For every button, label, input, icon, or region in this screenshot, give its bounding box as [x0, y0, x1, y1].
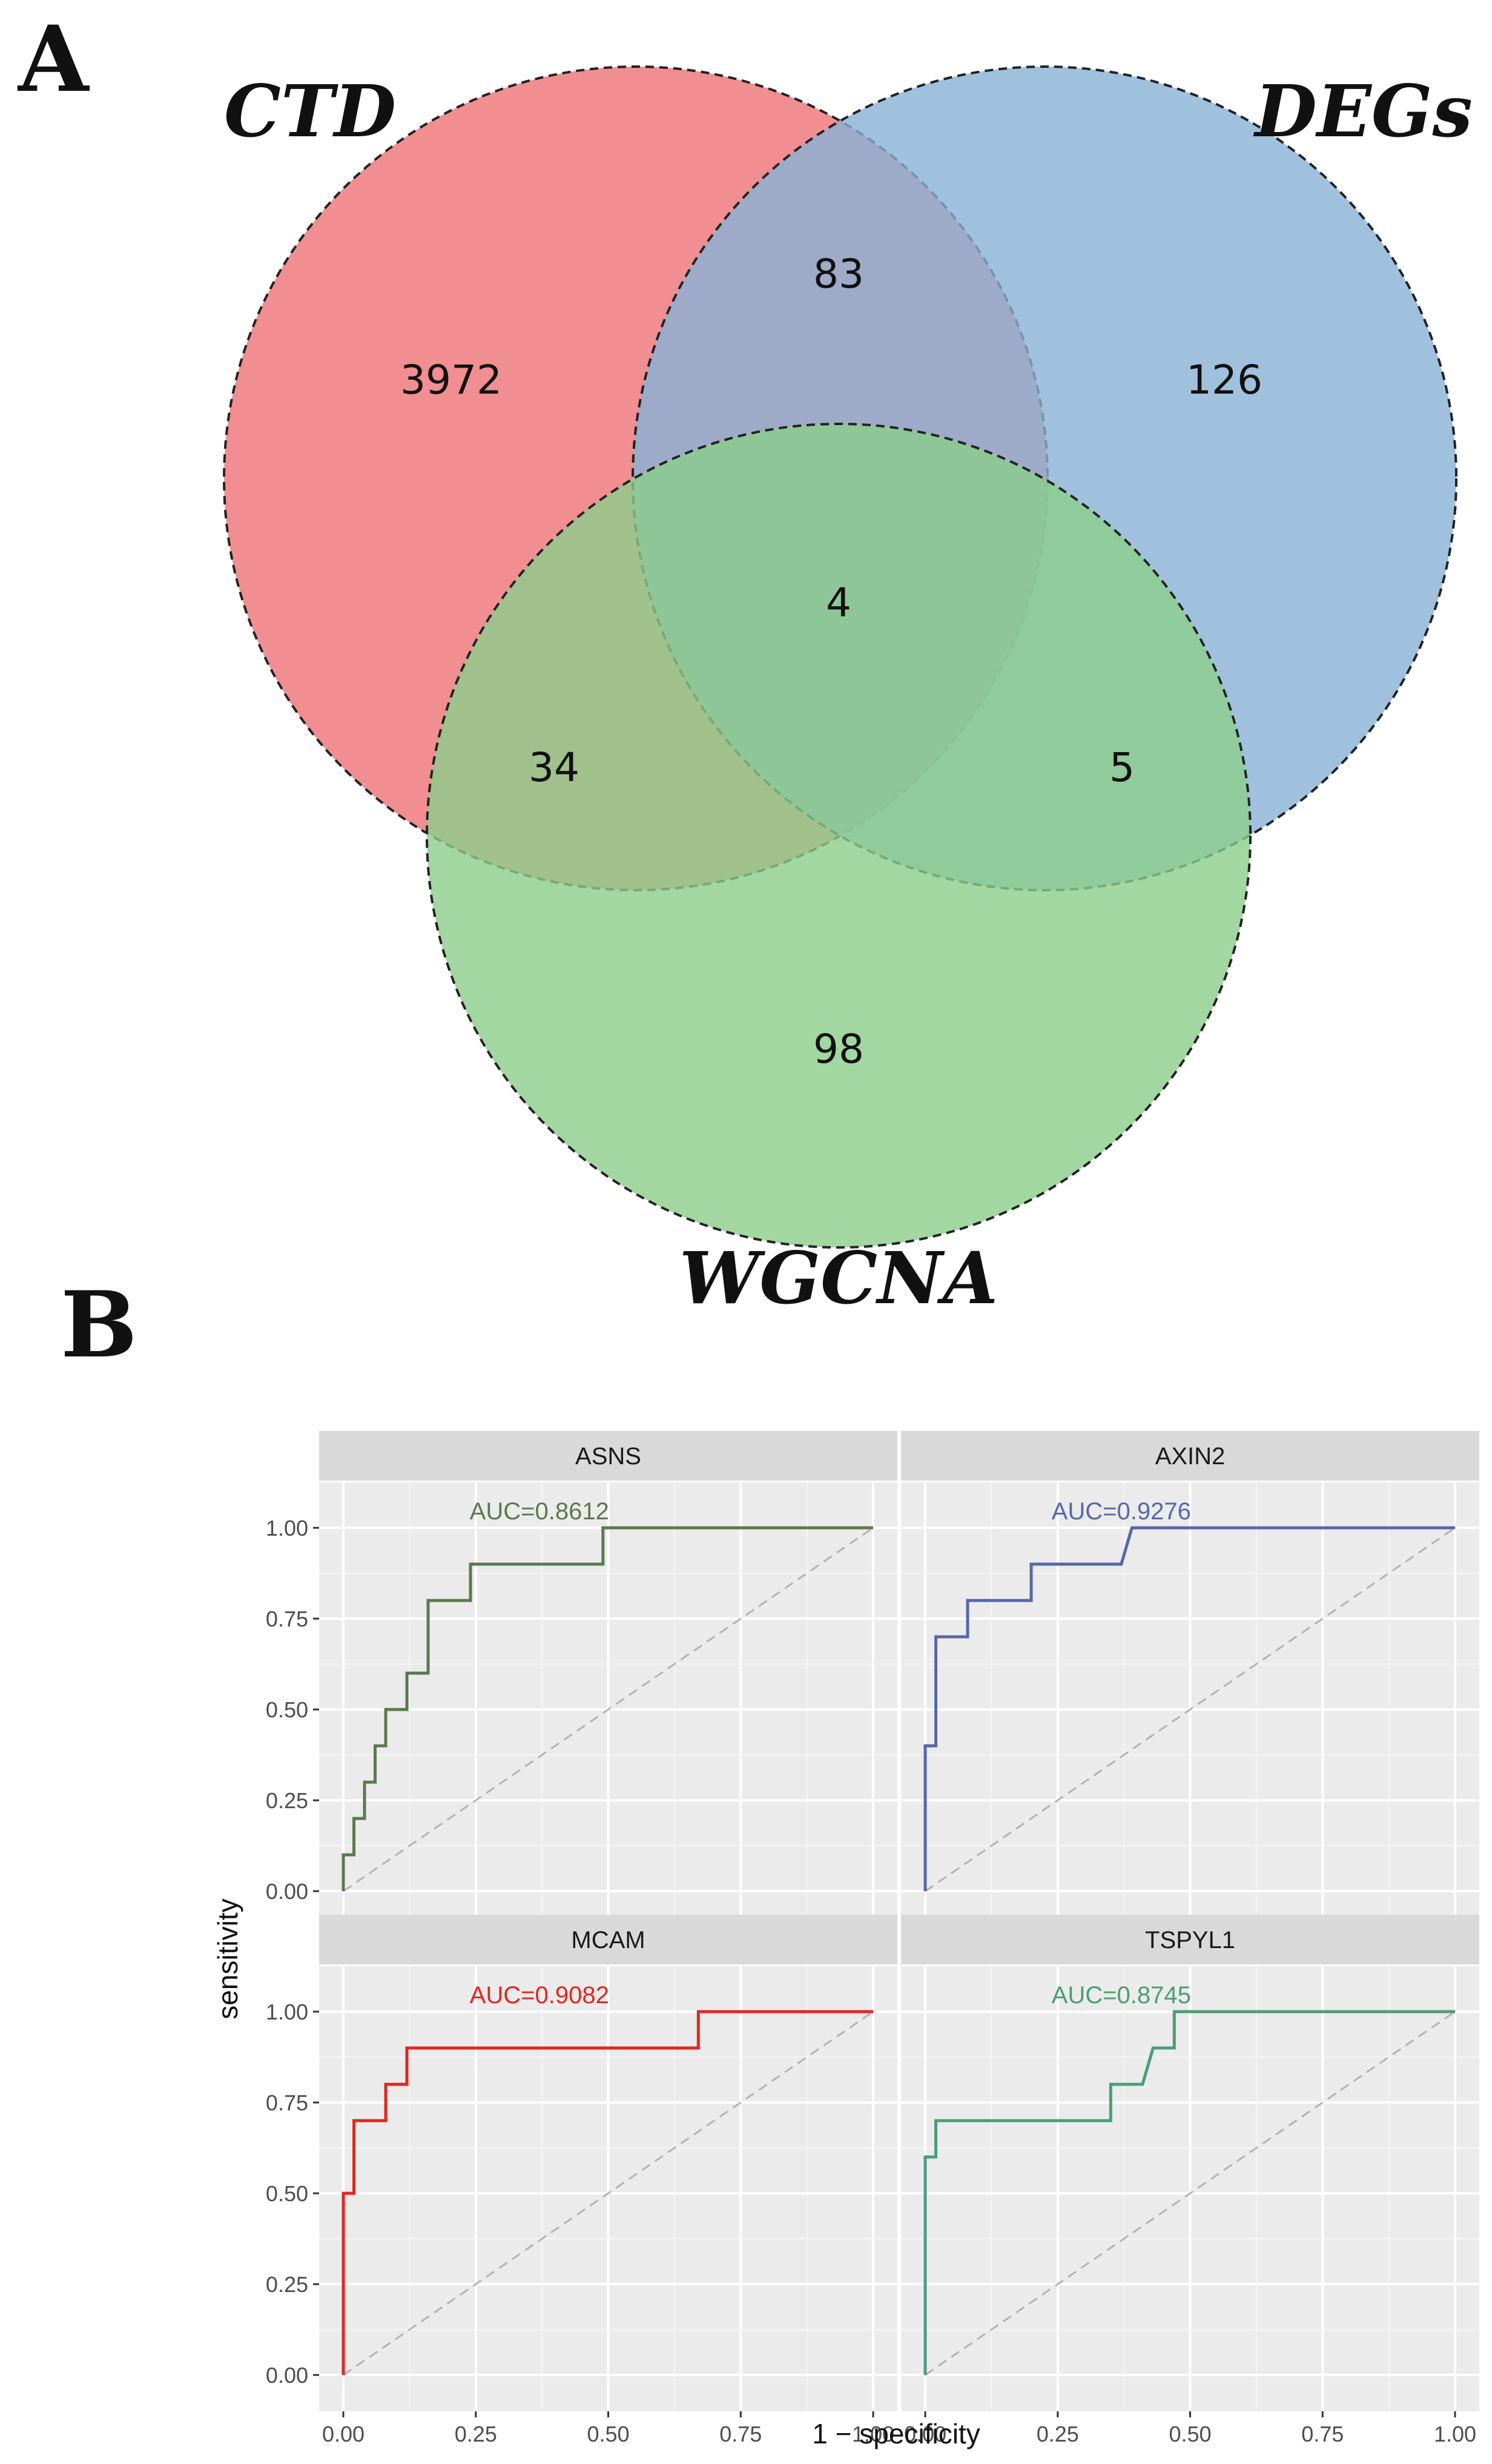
facet-mcam-auc-label: AUC=0.9082	[470, 1982, 609, 2009]
venn-label-wgcna: WGCNA	[679, 1236, 999, 1320]
facet-mcam-x-tick-label: 0.00	[322, 2422, 365, 2446]
facet-asns-reference-line	[343, 1527, 874, 1892]
facet-tspyl1-x-tick-label: 1.00	[1434, 2422, 1476, 2446]
y-axis-title: sensitivity	[212, 1898, 243, 2019]
facet-axin2-auc-label: AUC=0.9276	[1052, 1498, 1191, 1525]
venn-count-all-three: 4	[826, 580, 851, 626]
panel-letter-a: A	[17, 6, 90, 113]
facet-tspyl1-strip-label: TSPYL1	[1145, 1927, 1235, 1954]
facet-tspyl1-x-tick-label: 0.75	[1301, 2422, 1344, 2446]
facet-asns-y-tick-label: 1.00	[266, 1516, 308, 1541]
venn-label-degs: DEGs	[1253, 69, 1473, 153]
facet-asns: ASNS AUC=0.8612 0.00 0.25 0.50 0.75 1.00	[266, 1431, 897, 1927]
facet-mcam-y-tick-label: 0.25	[266, 2272, 308, 2297]
facet-mcam-y-tick-label: 0.75	[266, 2090, 308, 2115]
facet-mcam-y-tick-label: 0.50	[266, 2181, 308, 2206]
facet-mcam-strip	[319, 1915, 897, 1964]
facet-asns-y-tick-label: 0.75	[266, 1607, 308, 1631]
facet-mcam-x-tick-label: 0.50	[587, 2422, 629, 2446]
venn-count-ctd-wgcna: 34	[529, 744, 579, 791]
facet-mcam: MCAM AUC=0.9082 0.00 0.25 0.50 0.75 1.00 0.00 0.…	[266, 1915, 897, 2446]
facet-axin2-strip	[901, 1431, 1479, 1481]
venn-count-degs-wgcna: 5	[1109, 744, 1135, 791]
facet-asns-auc-label: AUC=0.8612	[470, 1498, 609, 1525]
venn-count-ctd-only: 3972	[400, 357, 502, 403]
facet-axin2-reference-line	[925, 1527, 1456, 1892]
venn-count-wgcna-only: 98	[813, 1026, 864, 1072]
facet-tspyl1-reference-line	[925, 2010, 1456, 2376]
panel-letter-b: B	[61, 1272, 137, 1378]
facet-mcam-roc-curve	[342, 2010, 873, 2375]
facet-tspyl1-x-tick-label: 0.25	[1037, 2422, 1079, 2446]
facet-asns-strip	[319, 1431, 897, 1481]
facet-mcam-strip-label: MCAM	[571, 1927, 645, 1954]
facet-axin2-roc-curve	[923, 1526, 1455, 1891]
facet-mcam-x-tick-label: 1.00	[852, 2422, 894, 2446]
facet-tspyl1-x-tick-label: 0.50	[1169, 2422, 1211, 2446]
facet-mcam-x-tick-label: 0.75	[719, 2422, 762, 2446]
facet-asns-strip-label: ASNS	[575, 1443, 641, 1470]
facet-mcam-x-tick-label: 0.25	[455, 2422, 497, 2446]
facet-tspyl1-x-tick-label: 0.00	[904, 2422, 946, 2446]
facet-mcam-y-tick-label: 0.00	[266, 2363, 308, 2388]
facet-axin2-strip-label: AXIN2	[1155, 1443, 1226, 1470]
venn-count-degs-only: 126	[1186, 357, 1263, 403]
x-axis-title: 1 − specificity	[812, 2418, 980, 2449]
facet-mcam-y-tick-label: 1.00	[266, 2000, 308, 2024]
facet-axin2: AXIN2 AUC=0.9276	[901, 1431, 1479, 1927]
facet-asns-y-tick-label: 0.50	[266, 1697, 308, 1722]
facet-asns-y-tick-label: 0.25	[266, 1788, 308, 1813]
venn-diagram: CTD DEGs WGCNA 3972 83 126 4 34 5 98	[223, 65, 1473, 1320]
facet-tspyl1-roc-curve	[923, 2010, 1455, 2375]
facet-mcam-reference-line	[343, 2010, 874, 2376]
facet-asns-roc-curve	[342, 1526, 873, 1891]
venn-circle-wgcna	[426, 423, 1252, 1249]
facet-asns-y-tick-label: 0.00	[266, 1879, 308, 1904]
facet-tspyl1: TSPYL1 AUC=0.8745 0.00 0.25 0.50 0.75 1.00	[901, 1915, 1479, 2446]
facet-tspyl1-auc-label: AUC=0.8745	[1052, 1982, 1191, 2009]
roc-facet-grid: ASNSAUC=0.86120.000.250.500.751.00AXIN2A…	[266, 1431, 1479, 2446]
facet-tspyl1-strip	[901, 1915, 1479, 1964]
venn-count-ctd-degs: 83	[813, 251, 864, 297]
venn-label-ctd: CTD	[224, 69, 396, 153]
